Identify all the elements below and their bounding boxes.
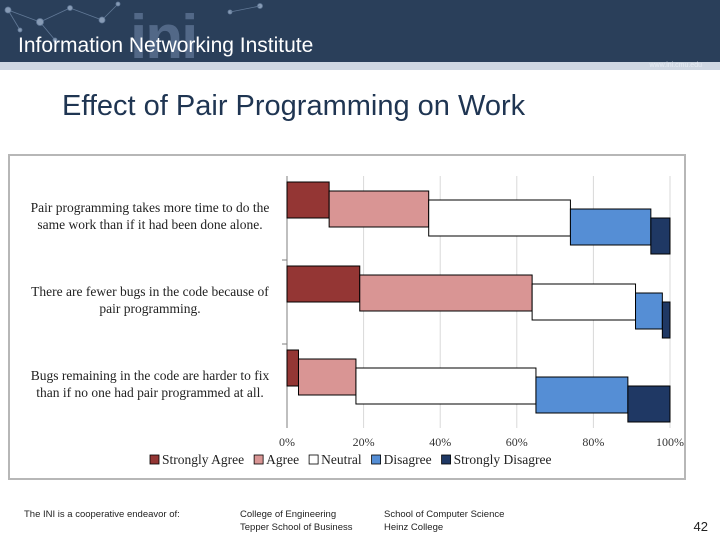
- x-tick-label: 40%: [429, 435, 451, 449]
- bar-agree: [328, 190, 430, 228]
- bar-disagree: [635, 292, 663, 330]
- legend-label: Strongly Agree: [162, 452, 244, 467]
- legend-swatch: [308, 454, 319, 465]
- footer-column-1: College of Engineering Tepper School of …: [240, 508, 352, 534]
- legend-label: Disagree: [384, 452, 432, 467]
- category-label: Pair programming takes more time to do t…: [31, 200, 270, 215]
- bar-agree: [359, 274, 533, 312]
- legend-swatch: [371, 454, 381, 465]
- x-tick-label: 20%: [353, 435, 375, 449]
- legend-swatch: [253, 454, 264, 465]
- x-tick-label: 60%: [506, 435, 528, 449]
- network-graphic: [4, 1, 263, 43]
- category-label: same work than if it had been done alone…: [37, 217, 262, 232]
- x-tick-label: 100%: [656, 435, 684, 449]
- chart-frame: 0% 20% 40% 60% 80% 100% Pair programming takes…: [8, 154, 686, 480]
- bar-strongly-agree: [286, 265, 361, 303]
- bar-strongly-disagree: [650, 217, 671, 255]
- footer-college-engineering: College of Engineering: [240, 509, 337, 520]
- category-label: Bugs remaining in the code are harder to…: [31, 368, 270, 383]
- website-url: www.ini.cmu.edu: [649, 62, 702, 69]
- bar-disagree: [535, 376, 629, 414]
- banner-stripe: [0, 62, 720, 70]
- x-tick-label: 80%: [582, 435, 604, 449]
- bar-strongly-agree: [286, 349, 299, 387]
- bar-strongly-agree: [286, 181, 330, 219]
- legend-swatch: [149, 454, 160, 465]
- legend-label: Strongly Disagree: [454, 452, 552, 467]
- bar-strongly-disagree: [661, 301, 671, 339]
- page-number: 42: [693, 519, 708, 534]
- bar-disagree: [569, 208, 652, 246]
- bar-neutral: [531, 283, 637, 321]
- legend-swatch: [441, 454, 451, 465]
- stacked-bar-chart: 0% 20% 40% 60% 80% 100% Pair programming takes…: [31, 176, 684, 467]
- category-label: There are fewer bugs in the code because…: [31, 284, 269, 299]
- ini-logo: ini: [130, 3, 198, 70]
- footer-column-2: School of Computer Science Heinz College: [384, 508, 504, 534]
- legend-label: Neutral: [321, 452, 362, 467]
- x-tick-label: 0%: [279, 435, 295, 449]
- legend-label: Agree: [266, 452, 299, 467]
- footer-tepper: Tepper School of Business: [240, 522, 353, 533]
- category-label: than if no one had pair programmed at al…: [36, 385, 264, 400]
- header-banner: ini Information Networking Institute www…: [0, 0, 720, 70]
- institute-name: Information Networking Institute: [18, 34, 314, 57]
- footer-lead: The INI is a cooperative endeavor of:: [24, 509, 180, 520]
- bar-neutral: [355, 367, 537, 405]
- bar-neutral: [428, 199, 571, 237]
- bar-agree: [297, 358, 357, 396]
- category-label: pair programming.: [99, 301, 200, 316]
- footer-scs: School of Computer Science: [384, 509, 505, 520]
- slide-title: Effect of Pair Programming on Work: [62, 90, 526, 122]
- bar-strongly-disagree: [627, 385, 671, 423]
- footer-heinz: Heinz College: [384, 522, 444, 533]
